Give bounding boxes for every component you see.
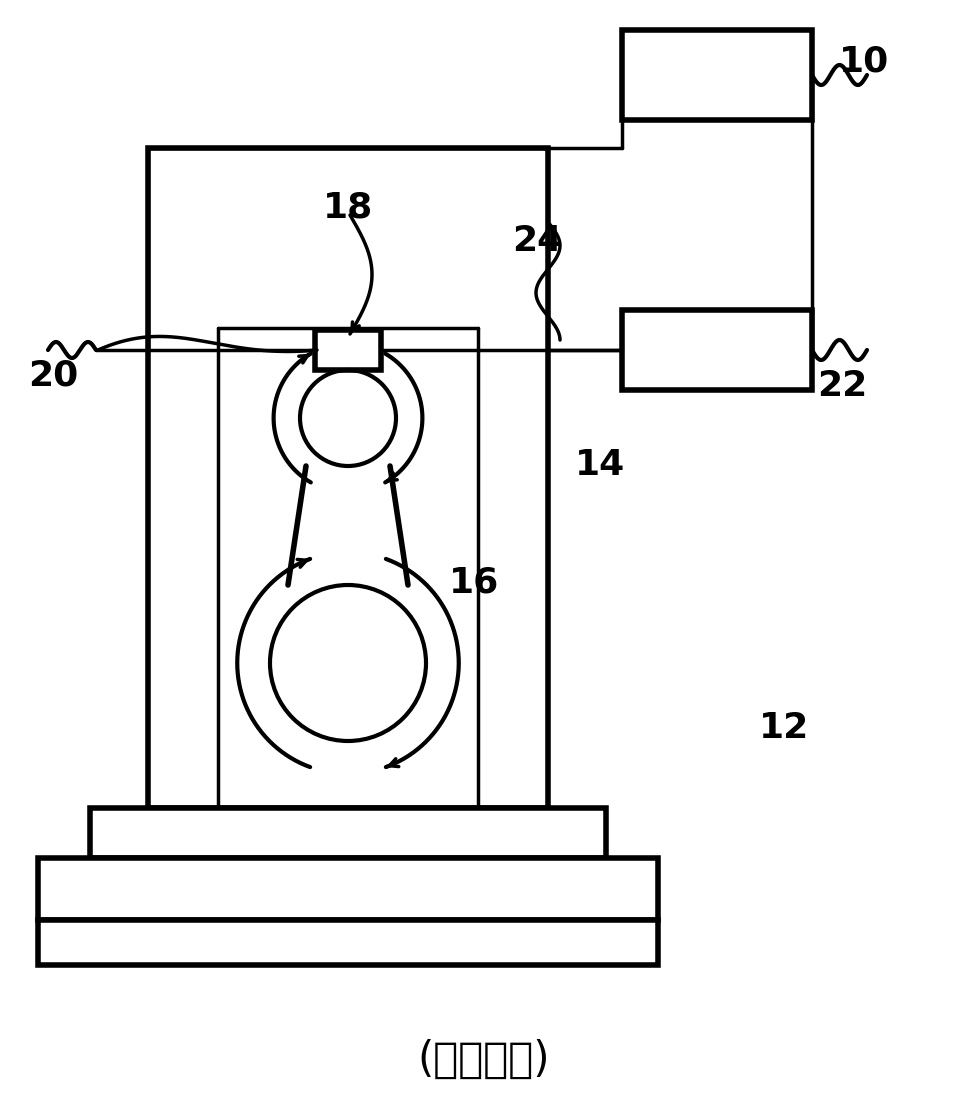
Text: 14: 14 — [575, 448, 625, 482]
Text: 16: 16 — [449, 566, 499, 599]
Bar — [315, 330, 381, 370]
Bar — [38, 858, 658, 920]
Text: 24: 24 — [512, 224, 562, 258]
Text: (现有技术): (现有技术) — [418, 1039, 550, 1081]
Bar — [90, 808, 606, 858]
Bar — [622, 30, 812, 120]
Bar — [148, 148, 548, 808]
Bar — [38, 920, 658, 965]
Text: 10: 10 — [839, 45, 890, 78]
Text: 18: 18 — [323, 190, 374, 224]
Text: 12: 12 — [759, 711, 809, 745]
Text: 22: 22 — [817, 370, 867, 403]
Text: 20: 20 — [28, 358, 78, 392]
Bar — [622, 310, 812, 390]
